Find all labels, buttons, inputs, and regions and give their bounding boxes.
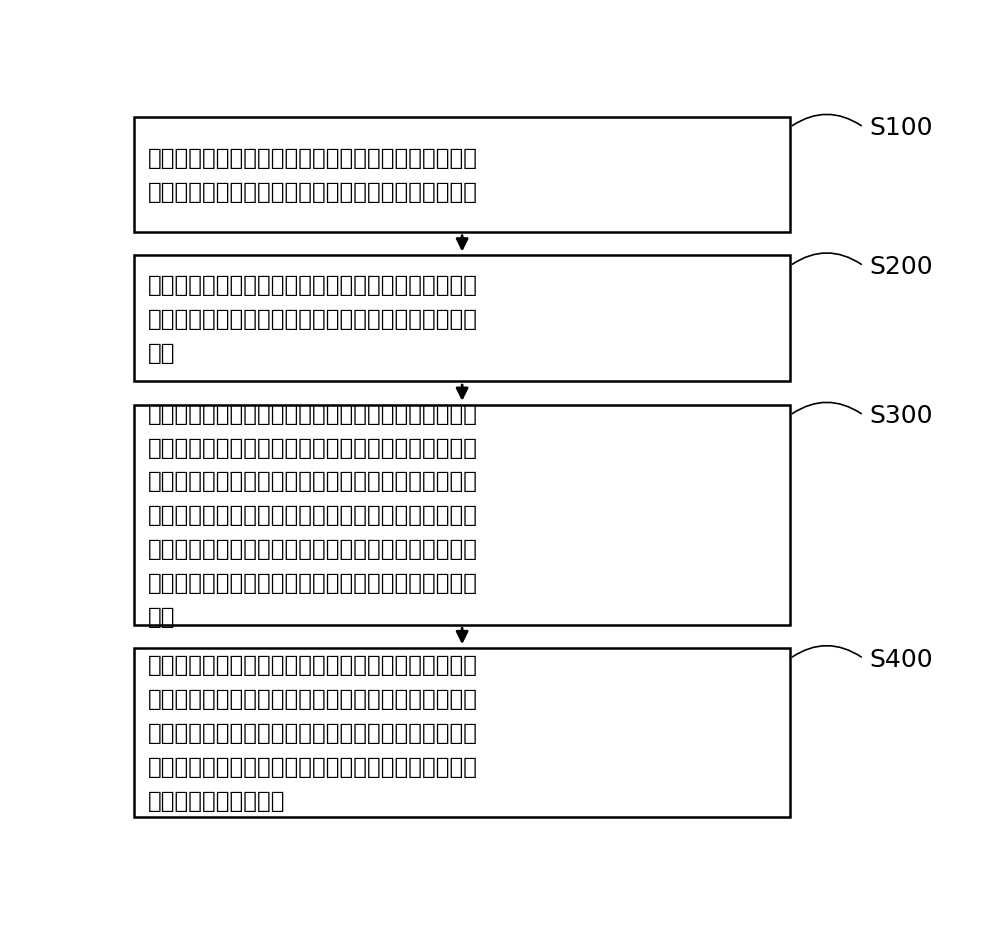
Text: S300: S300 (869, 404, 932, 427)
Text: 通过机器学习进行稳定平衡调节位置智能自动记忆，综
合调节可调节电磁悬浮点、可调节电磁斥力点、智能配
合检测平台限位点，保持芯片检测平台在芯片检测过程
中处于防震: 通过机器学习进行稳定平衡调节位置智能自动记忆，综 合调节可调节电磁悬浮点、可调节… (148, 654, 478, 812)
Text: 调节电磁悬浮点的电流调节电磁悬浮点的电磁场大小，
调节芯片检测平台的高度；调节电磁斥力点的电流使调
节多个电磁悬斥力点的电磁场大小，调节芯片检测平台
的水平位移: 调节电磁悬浮点的电流调节电磁悬浮点的电磁场大小， 调节芯片检测平台的高度；调节电… (148, 402, 478, 628)
Text: S100: S100 (869, 116, 932, 140)
Bar (134, 256, 790, 382)
Text: S400: S400 (869, 647, 933, 671)
Bar (134, 118, 790, 233)
Text: 在芯片检测平台底座设置多个可调节电磁场的电磁悬浮
点，通过电磁悬浮点使芯片检测平台处于稳定悬浮状态: 在芯片检测平台底座设置多个可调节电磁场的电磁悬浮 点，通过电磁悬浮点使芯片检测平… (148, 146, 478, 203)
Text: 在芯片检测平台边缘分别对称设置多个电磁斥力点，通
过对称设置多个电磁斥力点使芯片检测平台在水平方向
平衡: 在芯片检测平台边缘分别对称设置多个电磁斥力点，通 过对称设置多个电磁斥力点使芯片… (148, 273, 478, 364)
Bar (134, 648, 790, 818)
Bar (134, 405, 790, 625)
Text: S200: S200 (869, 255, 933, 278)
